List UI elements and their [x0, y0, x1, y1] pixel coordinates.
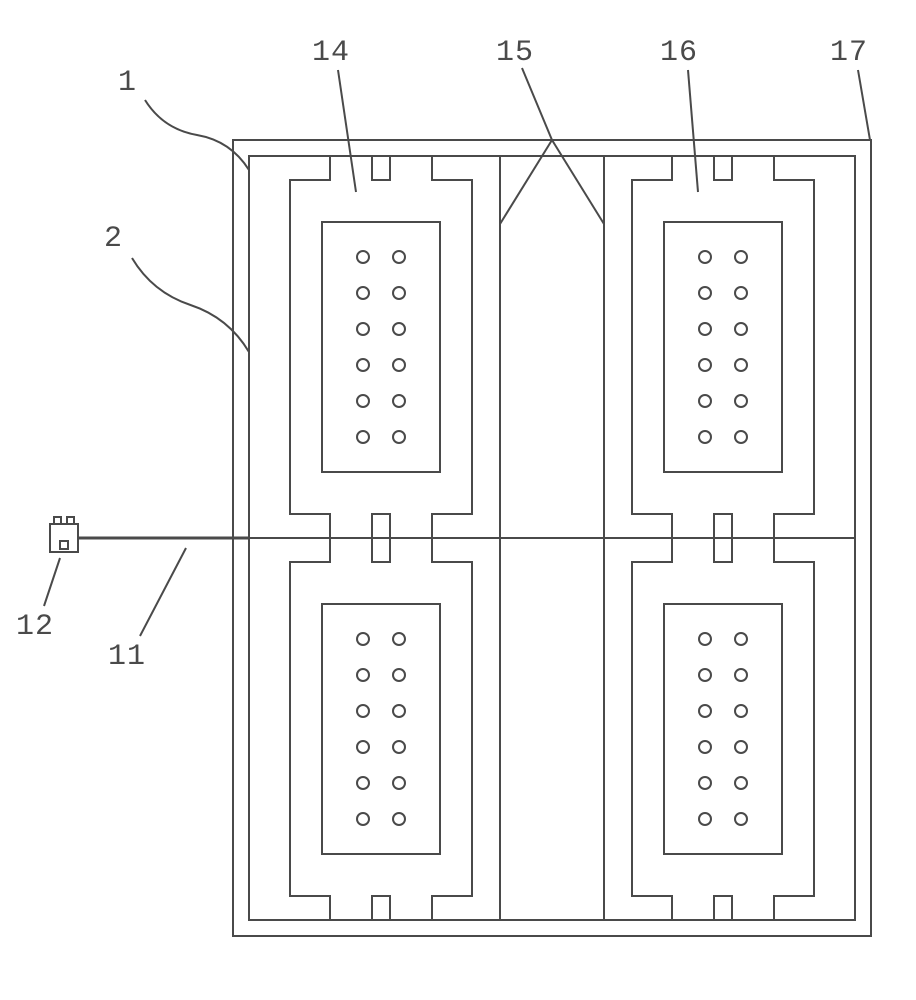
- label-1: 1: [118, 66, 137, 100]
- label-16: 16: [660, 36, 698, 70]
- label-15: 15: [496, 36, 534, 70]
- label-2: 2: [104, 222, 123, 256]
- diagram-canvas: [0, 0, 916, 1000]
- label-17: 17: [830, 36, 868, 70]
- label-14: 14: [312, 36, 350, 70]
- label-11: 11: [108, 640, 146, 674]
- label-12: 12: [16, 610, 54, 644]
